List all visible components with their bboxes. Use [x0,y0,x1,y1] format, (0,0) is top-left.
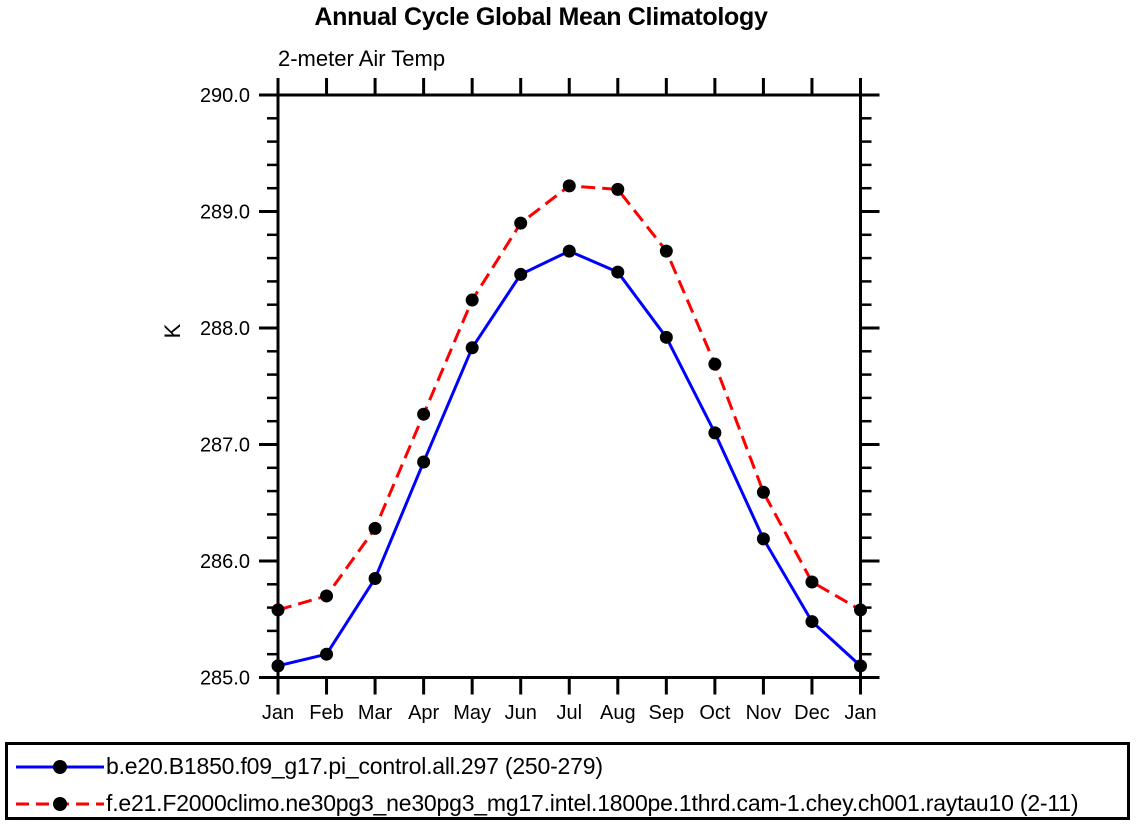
data-point-marker-series-1 [562,179,576,193]
data-point-marker-series-0 [854,659,867,673]
data-point-marker-series-1 [514,216,528,230]
x-tick-label: May [453,702,491,724]
x-tick-label: Jul [556,702,582,724]
data-point-marker-series-0 [271,659,285,673]
data-point-marker-series-1 [271,603,285,617]
legend-box: b.e20.B1850.f09_g17.pi_control.all.297 (… [5,742,1130,820]
data-point-marker-series-0 [611,265,625,279]
data-point-marker-series-1 [805,575,819,589]
data-point-marker-series-1 [320,589,334,603]
legend-line-sample-dashed [16,796,104,811]
chart-subtitle: 2-meter Air Temp [278,46,446,71]
x-tick-label: Feb [309,702,343,724]
data-point-marker-series-0 [417,455,431,469]
legend-item-series-1: f.e21.F2000climo.ne30pg3_ne30pg3_mg17.in… [16,785,1127,822]
x-tick-label: Dec [794,702,830,724]
data-point-marker-series-1 [368,521,382,535]
y-tick-label: 287.0 [200,435,250,457]
x-tick-label: Jan [844,702,876,724]
data-point-marker-series-0 [465,341,479,355]
data-point-marker-series-0 [659,330,673,344]
data-point-marker-series-1 [465,293,479,307]
legend-sample-marker [53,796,67,811]
plot-area: Jan Feb Mar Apr May Jun Jul Aug Sep Oct Nov Dec Jan 2… [200,78,880,724]
legend-label: f.e21.F2000climo.ne30pg3_ne30pg3_mg17.in… [106,790,1079,816]
chart-title: Annual Cycle Global Mean Climatology [314,3,768,31]
legend-item-series-0: b.e20.B1850.f09_g17.pi_control.all.297 (… [16,748,1127,785]
x-tick-label: Oct [699,702,731,724]
x-tick-label: Mar [358,702,393,724]
data-point-marker-series-0 [562,244,576,258]
y-tick-label: 288.0 [200,318,250,340]
data-point-marker-series-1 [659,244,673,258]
y-tick-label: 290.0 [200,85,250,107]
data-point-marker-series-1 [708,357,722,371]
y-tick-label: 289.0 [200,202,250,224]
x-tick-label: Jun [505,702,537,724]
data-point-marker-series-0 [756,532,770,546]
data-point-marker-series-1 [756,485,770,499]
legend-sample-marker [53,759,67,774]
legend-label: b.e20.B1850.f09_g17.pi_control.all.297 (… [106,753,603,779]
y-tick-label: 285.0 [200,668,250,690]
x-tick-label: Aug [600,702,636,724]
data-point-marker-series-1 [417,407,431,421]
data-point-marker-series-0 [708,426,722,440]
data-point-marker-series-1 [611,182,625,196]
x-tick-label: Jan [262,702,294,724]
y-tick-label: 286.0 [200,551,250,573]
x-tick-label: Apr [408,702,439,724]
series-line-0 [277,249,862,668]
data-point-marker-series-0 [514,267,528,281]
x-tick-label: Nov [746,702,782,724]
data-point-marker-series-0 [368,571,382,585]
x-tick-label: Sep [649,702,685,724]
data-point-marker-series-1 [854,603,867,617]
legend-line-sample-solid [16,759,104,774]
data-point-marker-series-0 [805,615,819,629]
data-point-marker-series-0 [320,647,334,661]
